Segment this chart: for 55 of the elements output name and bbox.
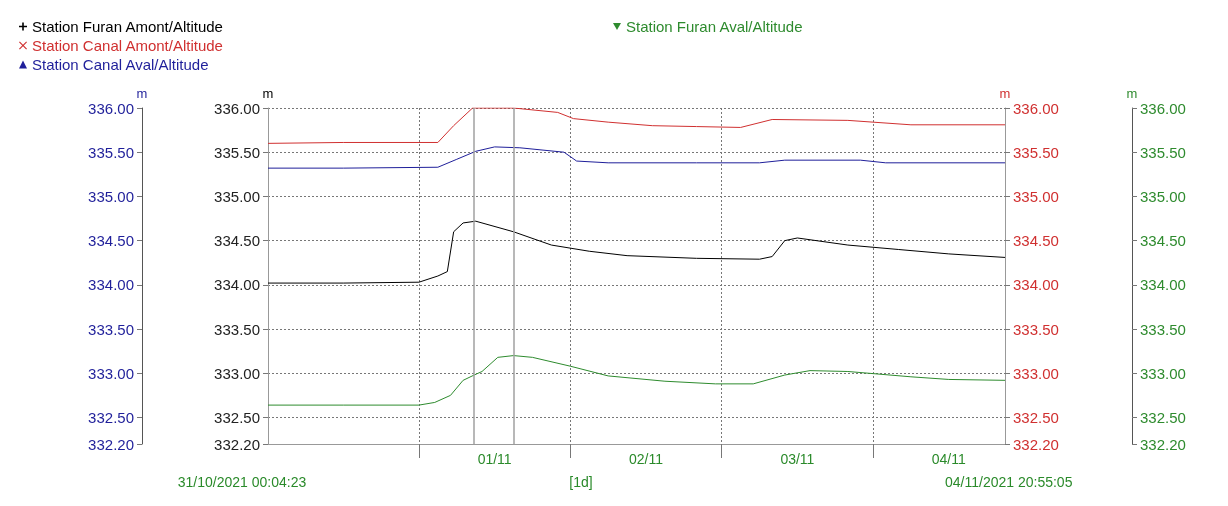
y-tick-label: 334.50 xyxy=(214,232,260,250)
text: 04/11/2021 20:55:05 xyxy=(945,474,1073,490)
text: 335.50 xyxy=(1140,143,1186,161)
text: 336.00 xyxy=(1140,99,1186,117)
y-tick-label: 336.00 xyxy=(214,99,260,117)
x-tick-label: 01/11 xyxy=(477,451,512,467)
y-tick-label: 332.50 xyxy=(214,408,260,426)
y3-tick-label: 336.00 xyxy=(88,99,134,117)
y-tick-label: 335.00 xyxy=(214,187,260,205)
text: 333.50 xyxy=(1140,320,1186,338)
legend-label: Station Canal Aval/Altitude xyxy=(32,56,209,73)
y2-tick-label: 332.50 xyxy=(1013,408,1059,426)
y2-tick-label: 335.00 xyxy=(1013,187,1059,205)
y3-tick-label: 332.20 xyxy=(88,435,134,453)
y3-tick-label: 335.50 xyxy=(88,143,134,161)
y3-tick-label: 335.00 xyxy=(88,187,134,205)
text: 332.50 xyxy=(1140,408,1186,426)
y2-tick-label: 336.00 xyxy=(1013,99,1059,117)
line-series xyxy=(267,146,1006,169)
text: 333.00 xyxy=(1140,364,1186,382)
text: [1d] xyxy=(569,474,593,490)
y-tick-label: 334.00 xyxy=(214,276,260,294)
y3-axis-title: m xyxy=(136,86,148,101)
text: 332.20 xyxy=(1140,435,1186,453)
y2-axis-title: m xyxy=(999,86,1011,101)
x-tick-label: 04/11 xyxy=(931,451,966,467)
y2-tick-label: 333.50 xyxy=(1013,320,1059,338)
x-tick-label: 03/11 xyxy=(780,451,815,467)
text: 335.00 xyxy=(1140,187,1186,205)
y-tick-label: 333.00 xyxy=(214,364,260,382)
line-series xyxy=(267,107,1006,144)
y2-tick-label: 333.00 xyxy=(1013,364,1059,382)
text: m xyxy=(1126,86,1138,101)
text: 334.50 xyxy=(1140,232,1186,250)
y-tick-label: 332.20 xyxy=(214,435,260,453)
y3-tick-label: 334.50 xyxy=(88,232,134,250)
y2-tick-label: 332.20 xyxy=(1013,435,1059,453)
legend-label: Station Furan Aval/Altitude xyxy=(626,18,803,35)
y2-tick-label: 334.50 xyxy=(1013,232,1059,250)
line-series xyxy=(267,220,1006,284)
legend-label: Station Canal Amont/Altitude xyxy=(32,37,223,54)
y2-tick-label: 334.00 xyxy=(1013,276,1059,294)
y3-tick-label: 334.00 xyxy=(88,276,134,294)
legend-label: Station Furan Amont/Altitude xyxy=(32,18,223,35)
text: 334.00 xyxy=(1140,276,1186,294)
y3-tick-label: 333.00 xyxy=(88,364,134,382)
line-series xyxy=(267,355,1006,406)
text: 31/10/2021 00:04:23 xyxy=(177,474,307,490)
y3-tick-label: 333.50 xyxy=(88,320,134,338)
y-axis-title: m xyxy=(262,86,274,101)
x-tick-label: 02/11 xyxy=(629,451,664,467)
y2-tick-label: 335.50 xyxy=(1013,143,1059,161)
y3-tick-label: 332.50 xyxy=(88,408,134,426)
y-tick-label: 333.50 xyxy=(214,320,260,338)
y-tick-label: 335.50 xyxy=(214,143,260,161)
